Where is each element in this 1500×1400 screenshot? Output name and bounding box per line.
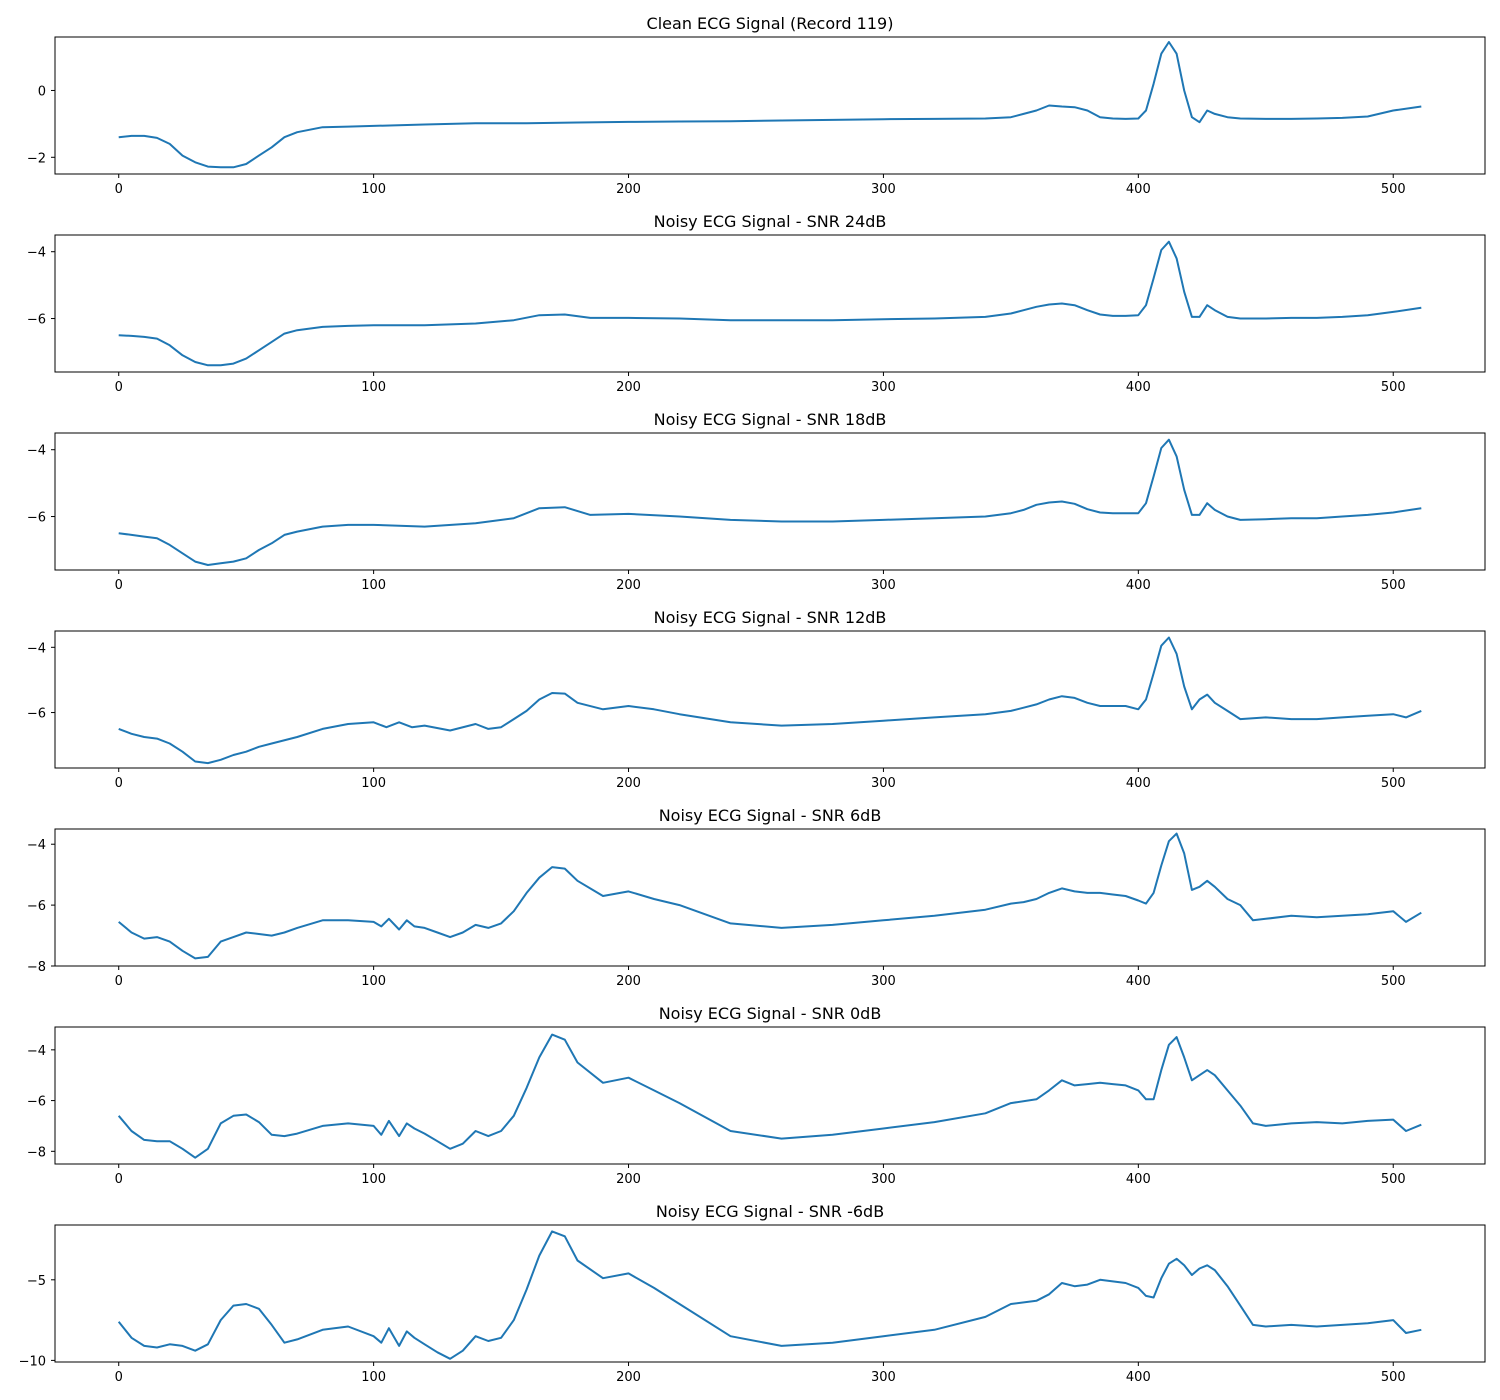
y-tick-label: −4 — [27, 1044, 46, 1059]
x-tick-label: 500 — [1381, 1370, 1406, 1385]
subplot-title: Noisy ECG Signal - SNR 24dB — [654, 212, 887, 231]
x-tick-label: 0 — [115, 578, 123, 593]
x-tick-label: 300 — [871, 776, 896, 791]
x-tick-label: 0 — [115, 1370, 123, 1385]
x-tick-label: 100 — [361, 1370, 386, 1385]
y-tick-label: −4 — [27, 246, 46, 261]
ecg-signal-line — [118, 240, 1422, 367]
subplot-title: Noisy ECG Signal - SNR 6dB — [659, 806, 882, 825]
x-tick-label: 100 — [361, 776, 386, 791]
plot-frame — [54, 828, 1486, 967]
y-tick-label: −6 — [27, 1095, 46, 1110]
x-tick-label: 300 — [871, 182, 896, 197]
plot-frame — [54, 432, 1486, 571]
x-tick-label: 0 — [115, 380, 123, 395]
x-tick-label: 200 — [616, 380, 641, 395]
x-tick-label: 100 — [361, 1172, 386, 1187]
x-tick-label: 500 — [1381, 974, 1406, 989]
y-tick-label: −8 — [27, 1145, 46, 1160]
x-tick-label: 400 — [1126, 1370, 1151, 1385]
plot-frame — [54, 630, 1486, 769]
subplot-title: Noisy ECG Signal - SNR 12dB — [654, 608, 887, 627]
x-tick-label: 500 — [1381, 776, 1406, 791]
x-tick-label: 300 — [871, 578, 896, 593]
x-tick-label: 200 — [616, 182, 641, 197]
subplot-title: Noisy ECG Signal - SNR 18dB — [654, 410, 887, 429]
x-tick-label: 200 — [616, 1172, 641, 1187]
subplot-2: Noisy ECG Signal - SNR 24dB 0 100 200 300 400… — [27, 212, 1486, 395]
ecg-signal-line — [118, 832, 1422, 960]
x-tick-label: 200 — [616, 578, 641, 593]
subplot-4: Noisy ECG Signal - SNR 12dB 0 100 200 300 400… — [27, 608, 1486, 791]
ecg-signal-line — [118, 636, 1422, 765]
plot-frame — [54, 36, 1486, 175]
y-tick-label: −5 — [27, 1274, 46, 1289]
y-tick-label: −4 — [27, 444, 46, 459]
ecg-signal-line — [118, 41, 1422, 169]
x-tick-label: 500 — [1381, 182, 1406, 197]
subplot-6: Noisy ECG Signal - SNR 0dB 0 100 200 300 400 5… — [27, 1004, 1486, 1187]
subplot-title: Clean ECG Signal (Record 119) — [647, 14, 894, 33]
x-tick-label: 300 — [871, 380, 896, 395]
x-tick-label: 100 — [361, 974, 386, 989]
x-tick-label: 200 — [616, 974, 641, 989]
subplot-title: Noisy ECG Signal - SNR 0dB — [659, 1004, 882, 1023]
x-tick-label: 100 — [361, 578, 386, 593]
x-tick-label: 400 — [1126, 380, 1151, 395]
y-tick-label: −6 — [27, 707, 46, 722]
x-tick-label: 400 — [1126, 974, 1151, 989]
x-tick-label: 400 — [1126, 1172, 1151, 1187]
y-tick-label: −10 — [19, 1354, 46, 1369]
x-tick-label: 0 — [115, 776, 123, 791]
x-tick-label: 0 — [115, 974, 123, 989]
x-tick-label: 200 — [616, 776, 641, 791]
x-tick-label: 100 — [361, 182, 386, 197]
x-tick-label: 500 — [1381, 1172, 1406, 1187]
subplot-title: Noisy ECG Signal - SNR -6dB — [656, 1202, 884, 1221]
x-tick-label: 300 — [871, 1370, 896, 1385]
y-tick-label: −4 — [27, 838, 46, 853]
subplot-5: Noisy ECG Signal - SNR 6dB 0 100 200 300 400 5… — [27, 806, 1486, 989]
ecg-signal-line — [118, 438, 1422, 566]
subplot-3: Noisy ECG Signal - SNR 18dB 0 100 200 300 400… — [27, 410, 1486, 593]
plot-frame — [54, 1026, 1486, 1165]
y-tick-label: −4 — [27, 641, 46, 656]
x-tick-label: 300 — [871, 1172, 896, 1187]
ecg-signal-line — [117, 1033, 1422, 1159]
y-tick-label: −8 — [27, 960, 46, 975]
plot-frame — [54, 234, 1486, 373]
y-tick-label: 0 — [38, 84, 46, 99]
y-tick-label: −6 — [27, 511, 46, 526]
subplot-1: Clean ECG Signal (Record 119) 0 100 200 300 4… — [27, 14, 1486, 197]
y-tick-label: −6 — [27, 899, 46, 914]
x-tick-label: 400 — [1126, 578, 1151, 593]
y-tick-label: −6 — [27, 313, 46, 328]
plot-frame — [54, 1224, 1486, 1363]
x-tick-label: 300 — [871, 974, 896, 989]
x-tick-label: 500 — [1381, 578, 1406, 593]
x-tick-label: 0 — [115, 182, 123, 197]
x-tick-label: 400 — [1126, 182, 1151, 197]
x-tick-label: 0 — [115, 1172, 123, 1187]
x-tick-label: 500 — [1381, 380, 1406, 395]
x-tick-label: 100 — [361, 380, 386, 395]
subplot-7: Noisy ECG Signal - SNR -6dB 0 100 200 300 400… — [19, 1202, 1486, 1385]
y-tick-label: −2 — [27, 151, 46, 166]
x-tick-label: 400 — [1126, 776, 1151, 791]
x-tick-label: 200 — [616, 1370, 641, 1385]
ecg-signal-line — [117, 1230, 1422, 1360]
